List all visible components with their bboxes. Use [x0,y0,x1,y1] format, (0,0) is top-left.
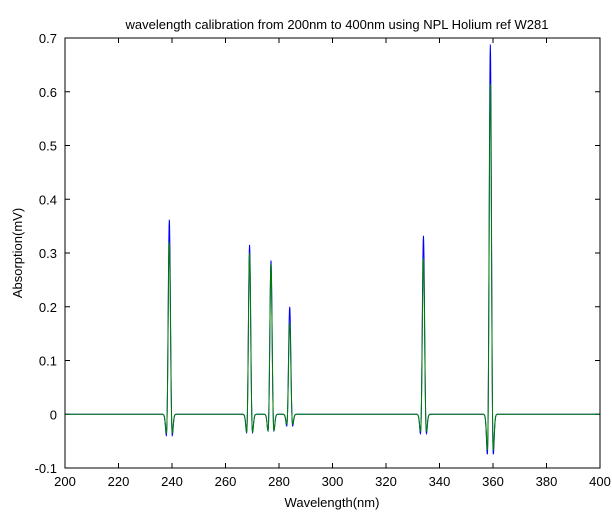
x-tick-label: 260 [215,474,237,489]
y-tick-label: 0.7 [39,31,57,46]
y-tick-label: -0.1 [35,461,57,476]
x-tick-label: 220 [108,474,130,489]
y-tick-label: 0.6 [39,85,57,100]
x-tick-label: 300 [322,474,344,489]
plot-frame [64,37,601,469]
x-tick-label: 320 [375,474,397,489]
y-tick-label: 0.5 [39,139,57,154]
x-tick-label: 360 [482,474,504,489]
x-tick-label: 240 [161,474,183,489]
y-tick-label: 0.2 [39,300,57,315]
x-tick-label: 340 [429,474,451,489]
x-tick-label: 280 [268,474,290,489]
y-tick-label: 0.4 [39,192,57,207]
series-line-1 [65,83,600,451]
y-tick-label: 0.1 [39,354,57,369]
chart-title: wavelength calibration from 200nm to 400… [125,17,549,32]
y-tick-label: 0 [50,407,57,422]
x-tick-label: 380 [536,474,558,489]
y-axis-title: Absorption(mV) [10,208,25,298]
x-axis-title: Wavelength(nm) [285,495,380,510]
plot-area [65,38,600,468]
x-tick-label: 200 [54,474,76,489]
y-tick-label: 0.3 [39,246,57,261]
x-tick-label: 400 [589,474,611,489]
